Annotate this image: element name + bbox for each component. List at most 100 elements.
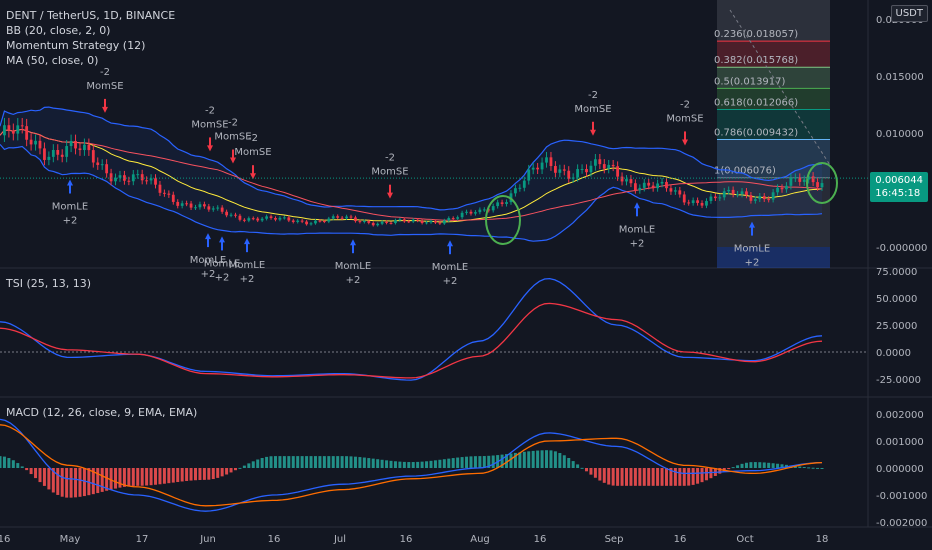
candle-body — [291, 220, 295, 222]
fib-zone — [717, 41, 830, 68]
momle-arrow — [634, 202, 640, 209]
macd-histogram-bar — [540, 450, 544, 468]
macd-histogram-bar — [531, 450, 535, 468]
macd-scale-label: 0.002000 — [876, 410, 924, 421]
candle-body — [527, 169, 531, 181]
momse-arrow — [682, 139, 688, 146]
candle-body — [593, 159, 597, 166]
candle-body — [745, 191, 748, 196]
momse-arrow — [387, 192, 393, 199]
macd-histogram-bar — [282, 456, 286, 468]
candle-body — [416, 219, 420, 221]
candle-body — [740, 191, 744, 195]
macd-histogram-bar — [638, 468, 642, 486]
macd-histogram-bar — [509, 453, 513, 468]
candle-body — [474, 212, 477, 214]
fib-zone — [717, 139, 830, 178]
candle-body — [816, 182, 819, 188]
currency-label[interactable]: USDT — [890, 5, 928, 22]
macd-histogram-bar — [736, 465, 740, 468]
last-price-value: 0.006044 — [875, 175, 923, 186]
macd-histogram-bar — [362, 457, 366, 468]
momle-value: +2 — [346, 275, 361, 286]
candle-body — [820, 183, 824, 188]
macd-histogram-bar — [313, 456, 317, 468]
macd-histogram-bar — [749, 462, 753, 468]
candle-body — [789, 177, 793, 186]
candle-body — [776, 187, 779, 193]
candle-body — [451, 218, 455, 220]
bb-legend: BB (20, close, 2, 0) — [6, 24, 111, 37]
price-scale-label: 0.010000 — [876, 129, 924, 140]
bollinger-basis — [0, 128, 823, 223]
momse-arrow-stem — [209, 137, 211, 147]
macd-histogram-bar — [56, 468, 60, 495]
candle-body — [274, 218, 277, 220]
candle-body — [114, 177, 117, 182]
macd-signal-line — [0, 424, 823, 507]
candle-body — [158, 184, 162, 193]
momle-arrow — [447, 240, 453, 247]
momle-arrow — [67, 179, 73, 186]
momse-value: -2 — [385, 153, 395, 164]
candle-body — [69, 140, 73, 147]
candle-body — [242, 219, 246, 221]
candle-body — [549, 157, 553, 167]
candle-body — [362, 221, 366, 223]
candle-body — [727, 189, 731, 192]
candle-body — [447, 218, 451, 221]
macd-histogram-bar — [487, 455, 491, 468]
candle-body — [385, 221, 388, 223]
macd-histogram-bar — [589, 468, 593, 475]
candle-body — [638, 187, 642, 191]
annotation-circle — [806, 162, 838, 204]
macd-histogram-bar — [429, 460, 433, 468]
candle-body — [331, 216, 335, 219]
candle-body — [673, 190, 677, 192]
macd-histogram-bar — [553, 451, 557, 468]
tsi-scale-label: 50.0000 — [876, 294, 917, 305]
momse-arrow-stem — [684, 131, 686, 141]
macd-histogram-bar — [16, 463, 20, 468]
candle-body — [16, 125, 20, 134]
candle-body — [811, 176, 815, 183]
macd-histogram-bar — [336, 456, 340, 468]
candle-body — [545, 157, 548, 163]
candle-body — [531, 167, 535, 170]
momle-arrow-stem — [246, 243, 248, 253]
momle-arrow-stem — [69, 184, 71, 194]
candle-body — [500, 202, 504, 204]
candle-body — [287, 217, 291, 221]
candle-body — [278, 217, 282, 220]
macd-histogram-bar — [296, 456, 300, 468]
ma-legend: MA (50, close, 0) — [6, 54, 99, 67]
macd-histogram-bar — [269, 456, 273, 468]
candle-body — [420, 220, 424, 224]
candle-body — [665, 181, 668, 189]
candle-body — [96, 162, 100, 165]
macd-histogram-bar — [598, 468, 602, 481]
momle-label: MomLE — [432, 262, 468, 273]
momse-label: MomSE — [574, 104, 611, 115]
momle-value: +2 — [201, 269, 216, 280]
candle-body — [660, 181, 664, 184]
bollinger-fill — [0, 107, 822, 242]
macd-histogram-bar — [233, 468, 237, 471]
candle-body — [358, 221, 362, 223]
candle-body — [620, 176, 624, 182]
macd-histogram-bar — [691, 468, 695, 485]
macd-histogram-bar — [371, 458, 375, 468]
macd-histogram-bar — [185, 468, 189, 481]
price-scale-label: -0.000000 — [876, 243, 927, 254]
macd-histogram-bar — [78, 468, 82, 497]
momle-arrow — [219, 236, 225, 243]
macd-histogram-bar — [167, 468, 171, 484]
candle-body — [202, 204, 206, 207]
candle-body — [78, 148, 82, 151]
macd-histogram-bar — [380, 459, 384, 468]
macd-histogram-bar — [762, 462, 766, 468]
macd-histogram-bar — [300, 456, 304, 468]
macd-histogram-bar — [513, 452, 517, 468]
tsi-scale-label: 25.0000 — [876, 321, 917, 332]
